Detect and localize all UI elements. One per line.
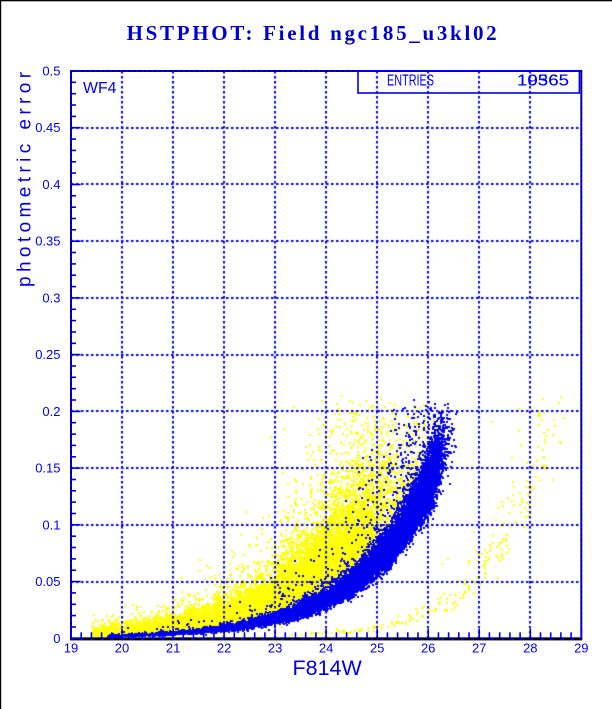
svg-text:10365: 10365 <box>517 73 569 90</box>
svg-text:0.15: 0.15 <box>35 461 60 476</box>
svg-text:HSTPHOT: Field ngc185_u3kl02: HSTPHOT: Field ngc185_u3kl02 <box>127 21 500 45</box>
svg-text:23: 23 <box>268 641 282 656</box>
svg-text:photometric error: photometric error <box>15 68 36 287</box>
svg-text:0.25: 0.25 <box>35 347 60 362</box>
svg-text:21: 21 <box>166 641 180 656</box>
svg-text:0.1: 0.1 <box>42 517 60 532</box>
svg-text:28: 28 <box>523 641 537 656</box>
svg-text:0.35: 0.35 <box>35 234 60 249</box>
svg-text:24: 24 <box>319 641 333 656</box>
svg-text:22: 22 <box>217 641 231 656</box>
svg-text:0: 0 <box>53 631 60 646</box>
svg-text:ENTRIES: ENTRIES <box>387 73 434 90</box>
svg-text:27: 27 <box>472 641 486 656</box>
svg-text:0.45: 0.45 <box>35 120 60 135</box>
svg-text:0.5: 0.5 <box>42 64 60 79</box>
svg-text:26: 26 <box>421 641 435 656</box>
svg-text:29: 29 <box>574 641 588 656</box>
svg-text:0.3: 0.3 <box>42 290 60 305</box>
svg-text:19565: 19565 <box>517 73 569 90</box>
svg-text:F814W: F814W <box>293 656 363 680</box>
svg-text:0.4: 0.4 <box>42 177 60 192</box>
svg-text:19: 19 <box>64 641 78 656</box>
svg-text:20: 20 <box>115 641 129 656</box>
svg-text:WF4: WF4 <box>83 80 117 97</box>
svg-text:0.2: 0.2 <box>42 404 60 419</box>
svg-text:25: 25 <box>370 641 384 656</box>
svg-text:0.05: 0.05 <box>35 574 60 589</box>
